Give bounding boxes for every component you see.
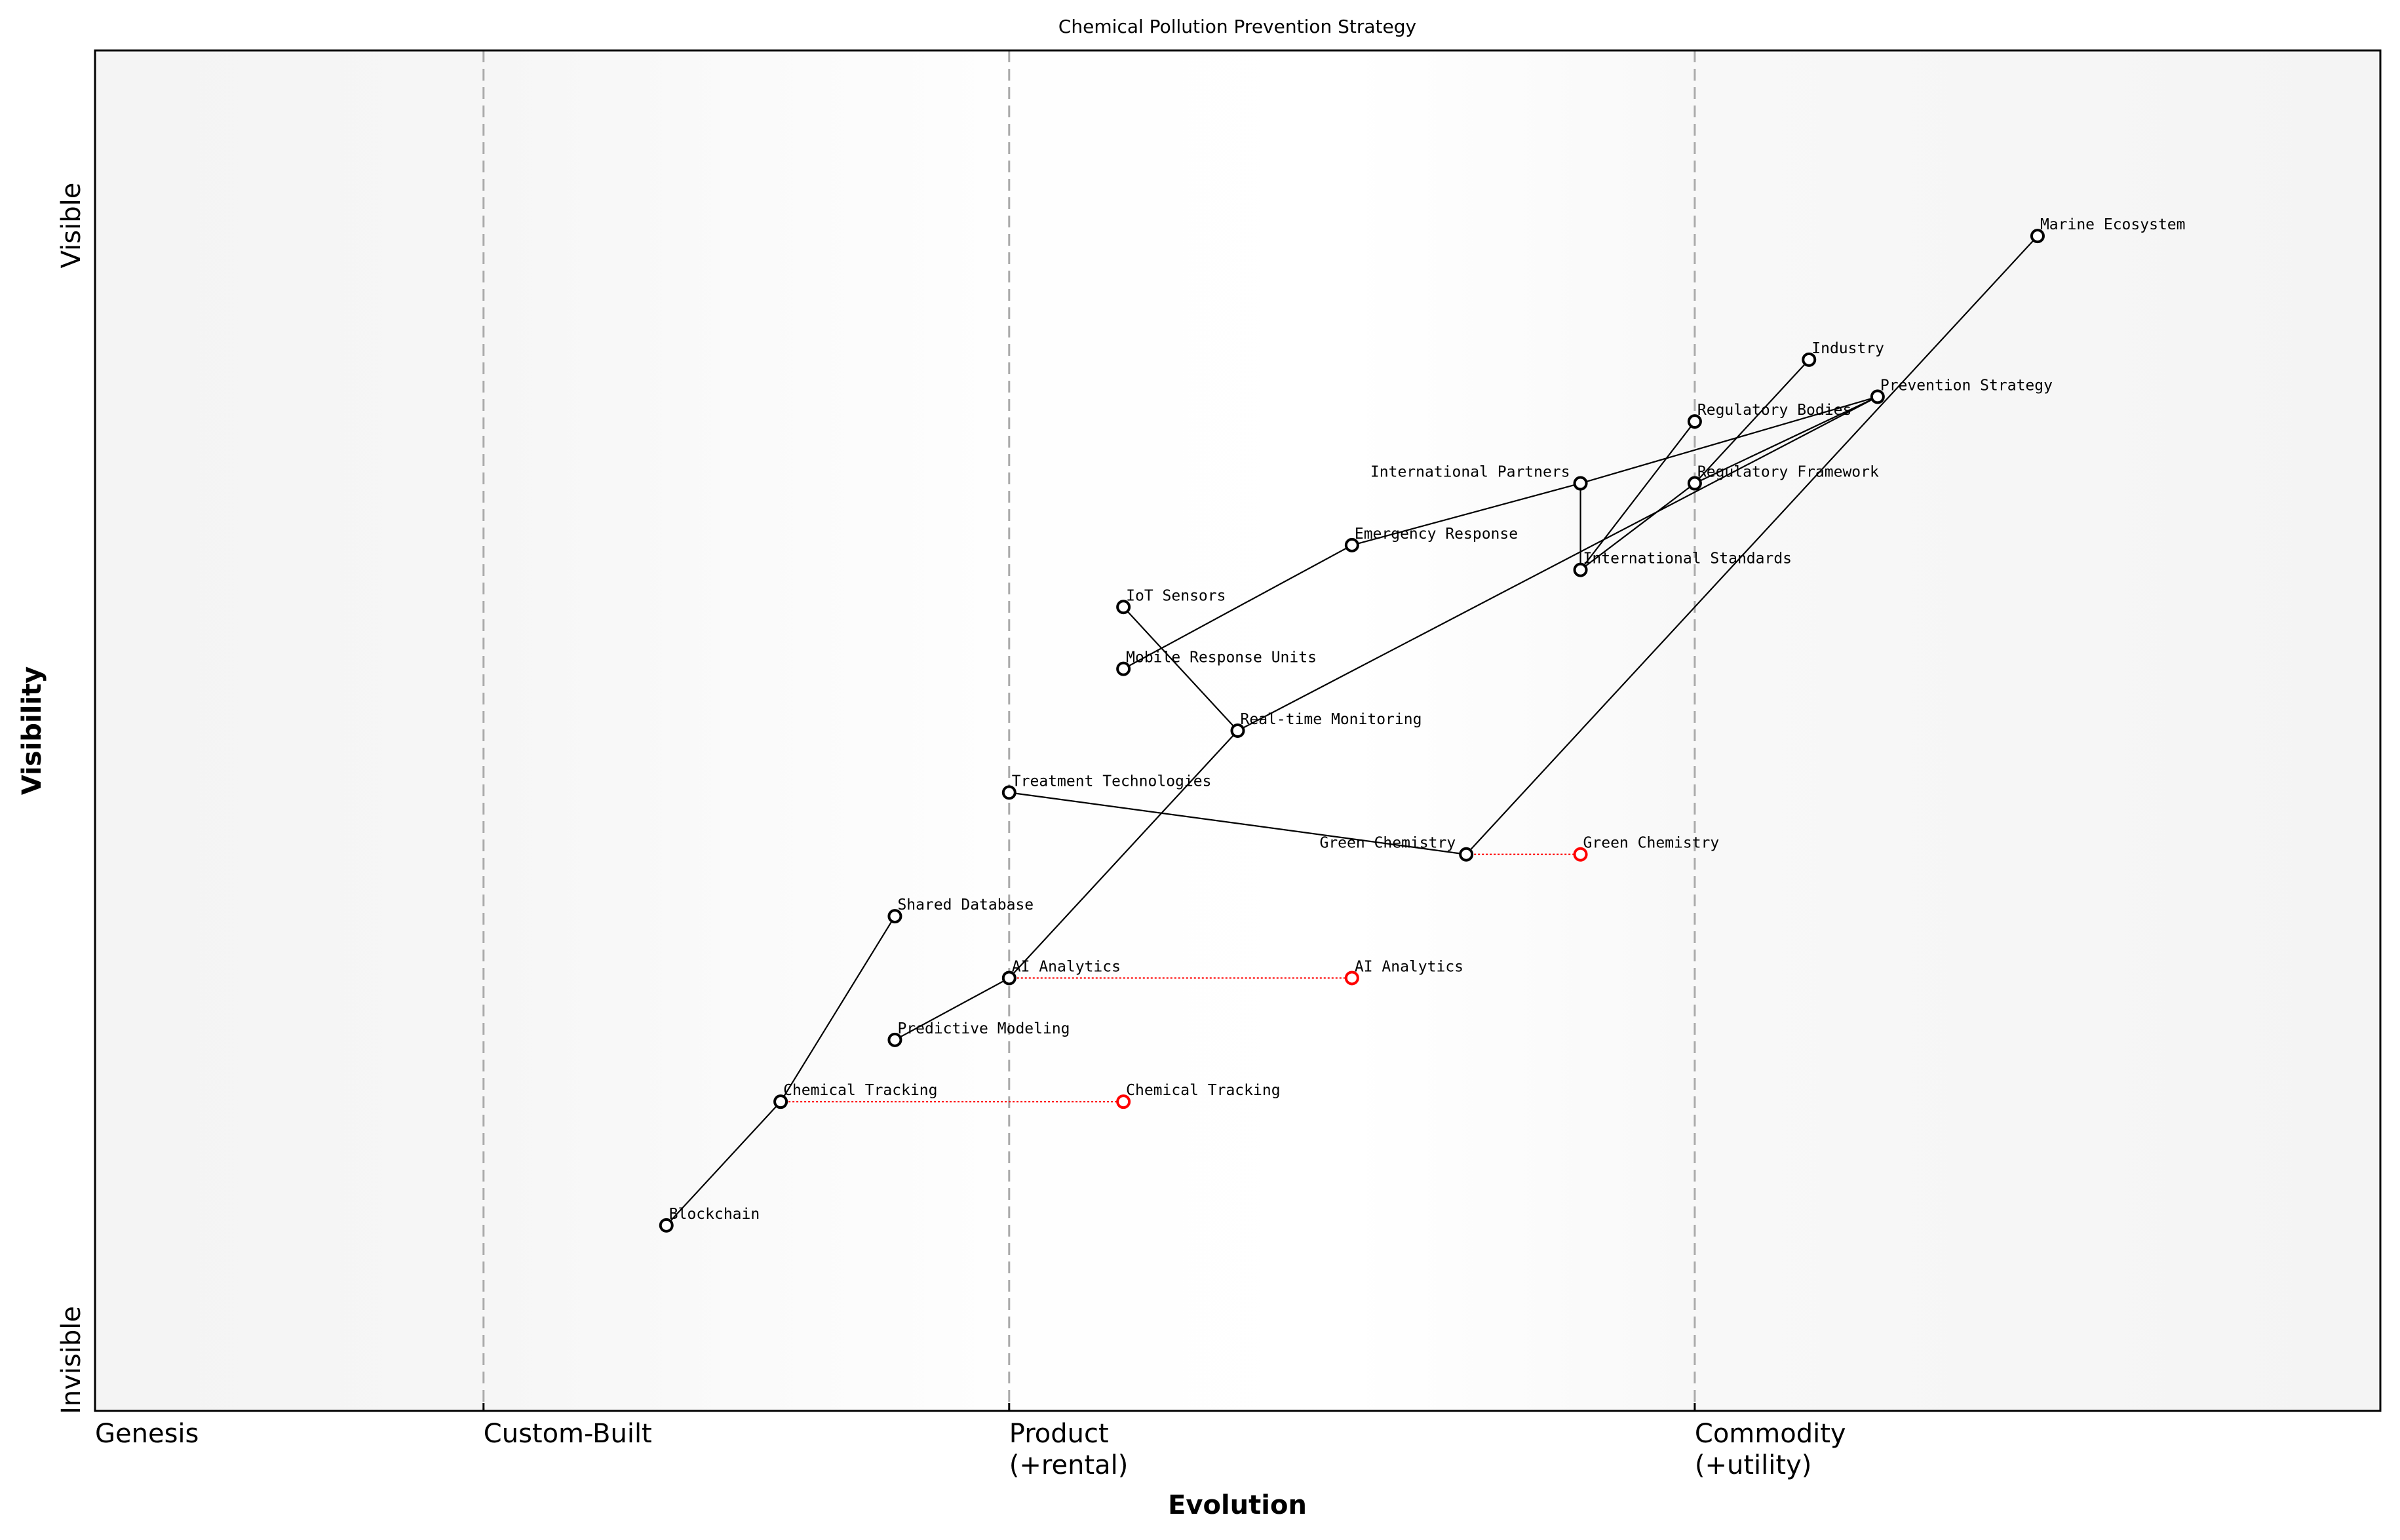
evolved-node-chemical-tracking[interactable]: Chemical Tracking bbox=[1116, 1082, 1281, 1109]
link-predictive-modeling-to-ai-analytics bbox=[894, 977, 1010, 1041]
y-label-invisible: Invisible bbox=[56, 1306, 87, 1414]
node-marker[interactable] bbox=[1230, 723, 1245, 738]
node-label: Emergency Response bbox=[1355, 526, 1518, 543]
x-tick-label-product-rental: Product (+rental) bbox=[1009, 1419, 1129, 1480]
node-label: Real-time Monitoring bbox=[1241, 711, 1422, 728]
evolved-node-marker[interactable] bbox=[1573, 847, 1588, 862]
evolved-node-marker[interactable] bbox=[1344, 971, 1359, 986]
plot-frame bbox=[94, 49, 2382, 1412]
node-label: Marine Ecosystem bbox=[2040, 216, 2186, 233]
node-international-partners[interactable]: International Partners bbox=[1370, 464, 1588, 491]
node-regulatory-framework[interactable]: Regulatory Framework bbox=[1687, 464, 1879, 491]
link-real-time-monitoring-to-iot-sensors bbox=[1123, 606, 1239, 731]
node-emergency-response[interactable]: Emergency Response bbox=[1344, 526, 1518, 552]
node-international-standards[interactable]: International Standards bbox=[1573, 550, 1792, 577]
node-label: Mobile Response Units bbox=[1126, 649, 1317, 666]
node-marker[interactable] bbox=[1573, 476, 1588, 491]
node-label: Industry bbox=[1811, 340, 1884, 357]
node-label: International Standards bbox=[1583, 550, 1792, 568]
link-blockchain-to-chemical-tracking bbox=[665, 1101, 781, 1226]
node-marker[interactable] bbox=[887, 1032, 902, 1047]
node-label: Predictive Modeling bbox=[897, 1020, 1070, 1037]
link-emergency-response-to-international-partners bbox=[1351, 482, 1581, 546]
node-green-chemistry[interactable]: Green Chemistry bbox=[1319, 835, 1474, 862]
x-tick-label-custom-built: Custom-Built bbox=[484, 1419, 652, 1449]
link-ai-analytics-to-real-time-monitoring bbox=[1008, 730, 1239, 979]
node-label: Green Chemistry bbox=[1319, 835, 1456, 852]
node-label: Regulatory Framework bbox=[1697, 464, 1879, 481]
chart-title: Chemical Pollution Prevention Strategy bbox=[1058, 16, 1416, 37]
node-label: Shared Database bbox=[897, 896, 1034, 914]
node-marker[interactable] bbox=[1001, 971, 1016, 986]
node-marker[interactable] bbox=[1001, 785, 1016, 800]
link-regulatory-framework-to-industry bbox=[1694, 359, 1810, 484]
node-marine-ecosystem[interactable]: Marine Ecosystem bbox=[2030, 216, 2186, 244]
node-ai-analytics[interactable]: AI Analytics bbox=[1001, 958, 1121, 986]
node-marker[interactable] bbox=[1870, 389, 1885, 404]
node-label: AI Analytics bbox=[1012, 958, 1121, 975]
node-marker[interactable] bbox=[1802, 352, 1817, 367]
node-iot-sensors[interactable]: IoT Sensors bbox=[1116, 587, 1226, 615]
link-international-standards-to-regulatory-framework bbox=[1579, 482, 1695, 571]
node-label: Prevention Strategy bbox=[1880, 377, 2053, 394]
link-real-time-monitoring-to-prevention-strategy bbox=[1237, 396, 1878, 731]
node-marker[interactable] bbox=[1687, 476, 1702, 491]
x-tick-label-commodity-utility: Commodity (+utility) bbox=[1695, 1419, 1846, 1480]
node-marker[interactable] bbox=[1344, 537, 1359, 552]
node-shared-database[interactable]: Shared Database bbox=[887, 896, 1034, 924]
node-label: International Partners bbox=[1370, 464, 1570, 481]
node-blockchain[interactable]: Blockchain bbox=[659, 1206, 760, 1233]
node-marker[interactable] bbox=[1116, 600, 1131, 615]
evolved-node-label: AI Analytics bbox=[1355, 958, 1463, 975]
evolved-node-label: Chemical Tracking bbox=[1126, 1082, 1280, 1099]
evolved-node-ai-analytics[interactable]: AI Analytics bbox=[1344, 958, 1463, 986]
node-marker[interactable] bbox=[887, 909, 902, 924]
evolved-node-green-chemistry[interactable]: Green Chemistry bbox=[1573, 835, 1720, 862]
node-marker[interactable] bbox=[659, 1218, 674, 1233]
link-international-standards-to-regulatory-bodies bbox=[1579, 421, 1695, 571]
node-real-time-monitoring[interactable]: Real-time Monitoring bbox=[1230, 711, 1422, 738]
node-label: Regulatory Bodies bbox=[1697, 402, 1851, 419]
node-prevention-strategy[interactable]: Prevention Strategy bbox=[1870, 377, 2053, 404]
node-regulatory-bodies[interactable]: Regulatory Bodies bbox=[1687, 402, 1851, 429]
node-industry[interactable]: Industry bbox=[1802, 340, 1884, 367]
node-marker[interactable] bbox=[1687, 414, 1702, 429]
node-predictive-modeling[interactable]: Predictive Modeling bbox=[887, 1020, 1070, 1047]
y-label-visible: Visible bbox=[56, 183, 87, 269]
x-tick-label-genesis: Genesis bbox=[95, 1419, 199, 1449]
node-marker[interactable] bbox=[2030, 229, 2045, 244]
link-regulatory-framework-to-prevention-strategy bbox=[1694, 396, 1878, 484]
node-marker[interactable] bbox=[773, 1094, 788, 1109]
link-international-partners-to-prevention-strategy bbox=[1580, 396, 1878, 484]
node-label: Treatment Technologies bbox=[1012, 773, 1212, 790]
evolved-node-marker[interactable] bbox=[1116, 1094, 1131, 1109]
link-chemical-tracking-to-shared-database bbox=[780, 915, 896, 1102]
node-marker[interactable] bbox=[1116, 661, 1131, 676]
node-mobile-response-units[interactable]: Mobile Response Units bbox=[1116, 649, 1317, 676]
x-axis-label: Evolution bbox=[1168, 1490, 1307, 1520]
node-label: IoT Sensors bbox=[1126, 587, 1226, 604]
node-label: Chemical Tracking bbox=[783, 1082, 937, 1099]
node-treatment-technologies[interactable]: Treatment Technologies bbox=[1001, 773, 1212, 800]
evolved-node-label: Green Chemistry bbox=[1583, 835, 1720, 852]
node-marker[interactable] bbox=[1573, 562, 1588, 577]
link-treatment-technologies-to-green-chemistry bbox=[1009, 792, 1467, 855]
node-chemical-tracking[interactable]: Chemical Tracking bbox=[773, 1082, 938, 1109]
node-marker[interactable] bbox=[1459, 847, 1474, 862]
link-mobile-response-units-to-emergency-response bbox=[1123, 544, 1353, 670]
y-axis-label: Visibility bbox=[17, 666, 47, 795]
link-green-chemistry-to-marine-ecosystem bbox=[1465, 235, 2038, 855]
node-label: Blockchain bbox=[669, 1206, 760, 1223]
